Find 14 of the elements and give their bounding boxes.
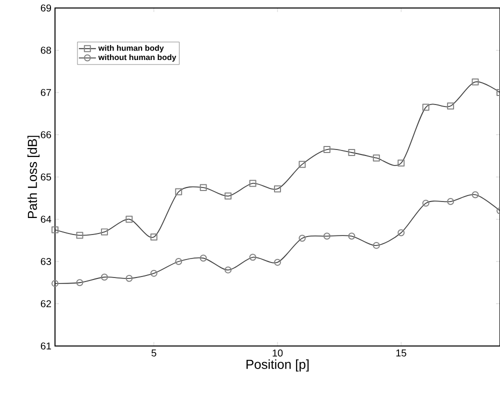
y-tick-label: 69 [40,4,52,12]
x-tick-label: 10 [272,350,283,357]
y-tick-label: 65 [40,173,52,181]
y-tick-label: 67 [40,88,51,96]
y-tick-label: 64 [40,216,52,223]
y-axis-title: Path Loss [dB] [27,136,40,218]
x-axis-title: Position [p] [246,359,309,372]
y-tick-label: 66 [40,131,52,138]
x-tick-label: 15 [396,350,406,356]
y-tick-label: 68 [40,46,52,54]
x-tick-label: 5 [152,350,156,356]
y-tick-label: 61 [40,342,51,350]
y-tick-label: 62 [40,300,51,308]
y-tick-label: 63 [40,258,52,266]
